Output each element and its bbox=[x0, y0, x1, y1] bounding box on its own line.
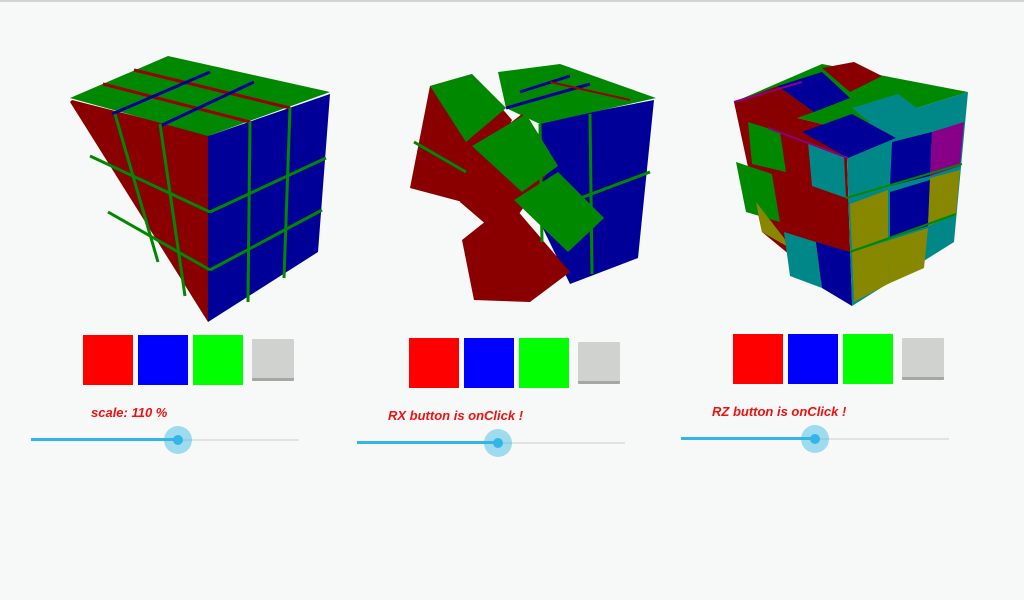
blue-color-button-2[interactable] bbox=[464, 338, 514, 388]
green-color-button-1[interactable] bbox=[193, 335, 243, 385]
rubiks-cube-scaled bbox=[70, 56, 330, 322]
status-text-1: scale: 110 % bbox=[91, 405, 168, 420]
top-edge bbox=[0, 0, 1024, 2]
slider-fill bbox=[357, 441, 498, 444]
status-text-2: RX button is onClick ! bbox=[388, 408, 524, 423]
scale-slider-1[interactable] bbox=[31, 420, 299, 460]
blue-color-button-3[interactable] bbox=[788, 334, 838, 384]
gray-button-1[interactable] bbox=[252, 339, 294, 381]
cube-view-1[interactable] bbox=[68, 52, 332, 324]
green-color-button-2[interactable] bbox=[519, 338, 569, 388]
slider-fill bbox=[31, 438, 178, 441]
rubiks-cube-rotating-x bbox=[410, 64, 656, 302]
rz-slider[interactable] bbox=[681, 419, 949, 459]
rx-slider[interactable] bbox=[357, 423, 625, 463]
slider-thumb[interactable] bbox=[173, 435, 183, 445]
slider-thumb[interactable] bbox=[493, 438, 503, 448]
gray-button-2[interactable] bbox=[578, 342, 620, 384]
blue-color-button-1[interactable] bbox=[138, 335, 188, 385]
status-text-3: RZ button is onClick ! bbox=[712, 404, 847, 419]
red-color-button-2[interactable] bbox=[409, 338, 459, 388]
rubiks-cube-rotating-z bbox=[733, 62, 968, 306]
cube-view-2[interactable] bbox=[410, 62, 658, 306]
gray-button-3[interactable] bbox=[902, 338, 944, 380]
slider-fill bbox=[681, 437, 815, 440]
cube-view-3[interactable] bbox=[732, 62, 970, 308]
red-color-button-1[interactable] bbox=[83, 335, 133, 385]
slider-thumb[interactable] bbox=[810, 434, 820, 444]
green-color-button-3[interactable] bbox=[843, 334, 893, 384]
red-color-button-3[interactable] bbox=[733, 334, 783, 384]
